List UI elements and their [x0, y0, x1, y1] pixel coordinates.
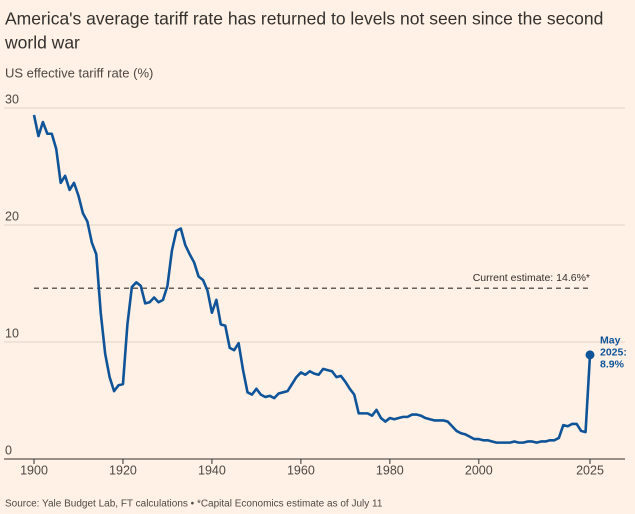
- last-point-label: 2025:: [600, 347, 627, 359]
- last-point: [585, 350, 595, 360]
- x-tick-label: 2000: [465, 463, 493, 477]
- last-point-label: May: [600, 335, 621, 347]
- x-tick-label: 1940: [198, 463, 226, 477]
- x-tick-label: 1900: [20, 463, 48, 477]
- y-tick-label: 30: [5, 92, 19, 106]
- x-tick-label: 1980: [376, 463, 404, 477]
- last-point-label: 8.9%: [600, 359, 625, 371]
- reference-label: Current estimate: 14.6%*: [473, 272, 590, 284]
- source: Source: Yale Budget Lab, FT calculations…: [5, 499, 383, 510]
- y-tick-label: 0: [5, 443, 12, 457]
- chart-title: America's average tariff rate has return…: [5, 9, 603, 29]
- subtitle: US effective tariff rate (%): [5, 65, 153, 80]
- x-tick-label: 1920: [109, 463, 137, 477]
- y-tick-label: 20: [5, 209, 19, 223]
- line: [32, 114, 592, 444]
- x-tick-label: 1960: [287, 463, 315, 477]
- y-tick-label: 10: [5, 326, 19, 340]
- x-tick-label: 2025: [576, 463, 604, 477]
- chart-title: world war: [4, 33, 80, 53]
